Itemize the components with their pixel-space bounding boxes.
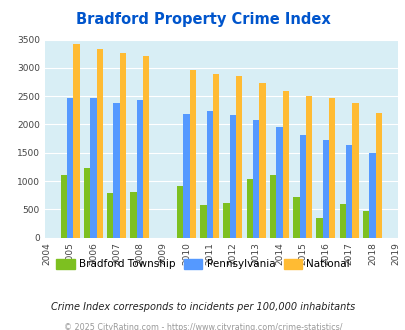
Bar: [212, 74, 219, 238]
Bar: [113, 103, 119, 238]
Bar: [345, 145, 352, 238]
Text: Bradford Property Crime Index: Bradford Property Crime Index: [75, 12, 330, 26]
Bar: [375, 113, 381, 238]
Bar: [67, 98, 73, 238]
Bar: [299, 135, 305, 238]
Bar: [259, 83, 265, 238]
Bar: [246, 179, 252, 238]
Bar: [282, 90, 288, 238]
Bar: [328, 98, 335, 238]
Bar: [143, 56, 149, 238]
Bar: [73, 44, 79, 238]
Bar: [316, 218, 322, 238]
Bar: [252, 120, 259, 238]
Bar: [130, 192, 136, 238]
Bar: [369, 153, 375, 238]
Bar: [223, 203, 229, 238]
Bar: [292, 197, 299, 238]
Bar: [206, 112, 212, 238]
Bar: [107, 193, 113, 238]
Bar: [229, 115, 235, 238]
Bar: [322, 140, 328, 238]
Legend: Bradford Township, Pennsylvania, National: Bradford Township, Pennsylvania, Nationa…: [51, 255, 354, 274]
Bar: [235, 76, 242, 238]
Bar: [61, 175, 67, 238]
Text: © 2025 CityRating.com - https://www.cityrating.com/crime-statistics/: © 2025 CityRating.com - https://www.city…: [64, 323, 341, 330]
Bar: [96, 49, 102, 238]
Bar: [136, 100, 143, 238]
Bar: [183, 114, 189, 238]
Bar: [84, 168, 90, 238]
Bar: [269, 175, 275, 238]
Bar: [339, 204, 345, 238]
Bar: [352, 103, 358, 238]
Bar: [90, 98, 96, 238]
Bar: [362, 211, 369, 238]
Bar: [200, 205, 206, 238]
Text: Crime Index corresponds to incidents per 100,000 inhabitants: Crime Index corresponds to incidents per…: [51, 302, 354, 312]
Bar: [119, 53, 126, 238]
Bar: [177, 185, 183, 238]
Bar: [189, 70, 195, 238]
Bar: [275, 127, 282, 238]
Bar: [305, 96, 311, 238]
